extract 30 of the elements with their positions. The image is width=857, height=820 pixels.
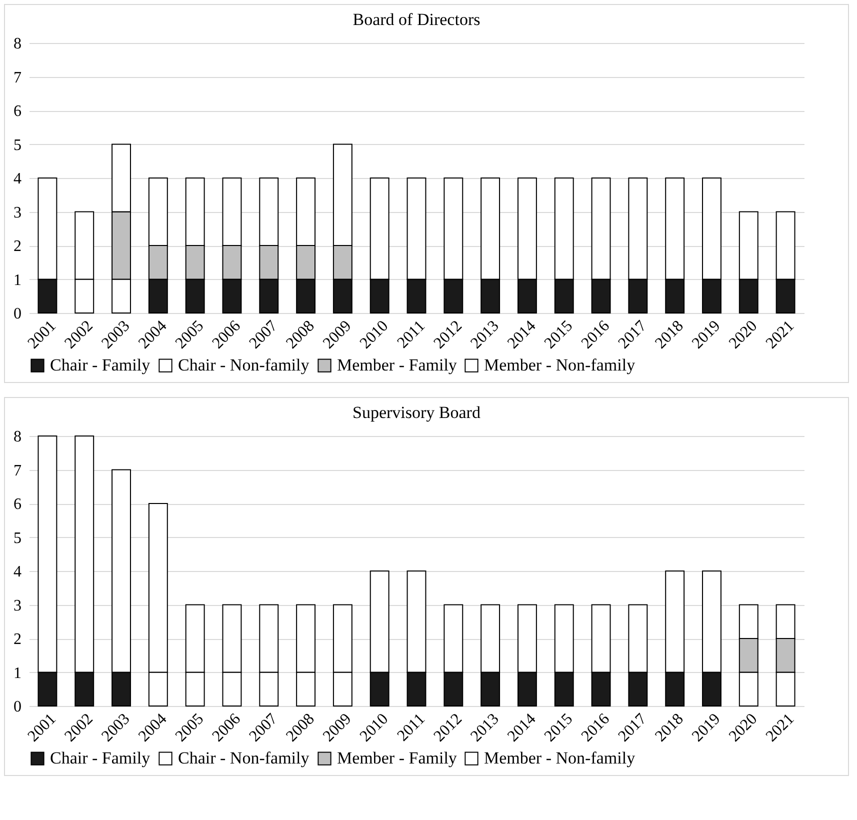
legend-label: Chair - Non-family (178, 356, 310, 375)
y-tick-label: 4 (14, 170, 22, 188)
legend-label: Member - Non-family (484, 748, 636, 768)
legend-label: Member - Non-family (484, 356, 636, 375)
chart-title: Board of Directors (352, 10, 480, 29)
y-tick-label: 7 (14, 69, 22, 86)
y-tick-label: 6 (14, 496, 22, 513)
legend-label: Chair - Family (50, 356, 151, 375)
x-tick-label: 2011 (394, 318, 429, 352)
y-tick-label: 3 (14, 597, 22, 614)
y-tick-label: 1 (14, 272, 22, 289)
legend-label: Chair - Non-family (178, 748, 310, 768)
y-tick-label: 0 (14, 306, 22, 322)
y-tick-label: 3 (14, 204, 22, 222)
y-tick-label: 2 (14, 631, 22, 648)
chart-title: Supervisory Board (352, 403, 481, 422)
y-tick-label: 5 (14, 530, 22, 547)
y-tick-label: 6 (14, 103, 22, 120)
x-tick-label: 2011 (394, 710, 429, 745)
y-tick-label: 4 (14, 564, 22, 580)
y-tick-label: 8 (14, 428, 22, 446)
legend-label: Chair - Family (50, 748, 151, 768)
legend-label: Member - Family (337, 356, 458, 375)
y-tick-label: 7 (14, 462, 22, 480)
y-tick-label: 0 (14, 698, 22, 716)
y-tick-label: 2 (14, 238, 22, 255)
y-tick-label: 8 (14, 36, 22, 52)
y-tick-label: 1 (14, 664, 22, 682)
legend-label: Member - Family (337, 748, 458, 768)
y-tick-label: 5 (14, 136, 22, 154)
